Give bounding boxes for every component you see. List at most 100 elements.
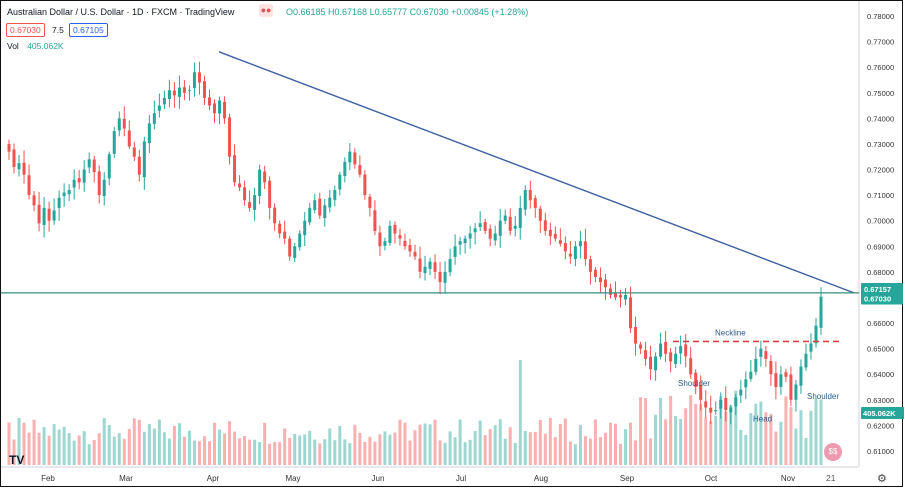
volume-bar: [192, 440, 196, 465]
candle-body: [343, 161, 347, 176]
volume-bar: [654, 414, 658, 465]
volume-bar: [794, 428, 798, 465]
candle-body: [523, 190, 527, 210]
high-price-tag-bg: [861, 283, 903, 296]
volume-bar: [72, 440, 76, 465]
candle-body: [223, 101, 227, 119]
volume-bar: [303, 434, 307, 465]
candle-body: [7, 143, 11, 152]
candle-body: [418, 258, 422, 272]
volume-bar: [799, 410, 803, 465]
tradingview-logo[interactable]: TV: [9, 453, 25, 467]
volume-bar: [388, 434, 392, 465]
candle-body: [759, 348, 763, 357]
candle-body: [729, 407, 733, 413]
volume-bar: [488, 429, 492, 465]
candle-body: [473, 228, 477, 233]
volume-bar: [734, 390, 738, 465]
last-price-tag-bg: [861, 292, 903, 305]
volume-bar: [694, 404, 698, 465]
candle-body: [388, 225, 392, 243]
candle-body: [283, 231, 287, 239]
eye-icon[interactable]: ●●: [259, 4, 273, 17]
candle-body: [488, 228, 492, 239]
candle-body: [608, 288, 612, 295]
candle-body: [553, 233, 557, 239]
volume-bar: [177, 423, 181, 465]
volume-bar: [298, 435, 302, 465]
volume-bar: [639, 397, 643, 465]
volume-bar: [523, 431, 527, 465]
volume-bar: [468, 439, 472, 465]
candle-body: [533, 198, 537, 208]
price-tick-label: 0.70000: [867, 217, 894, 226]
volume-bar: [408, 440, 412, 465]
volume-bar: [503, 438, 507, 465]
left-shoulder-label: Shoulder: [678, 379, 710, 388]
candle-body: [92, 159, 96, 173]
candle-body: [689, 358, 693, 375]
volume-tag: 405.062K: [863, 409, 896, 418]
volume-bar: [819, 399, 823, 465]
candle-body: [508, 216, 512, 231]
volume-bar: [182, 436, 186, 465]
price-tick-label: 0.61000: [867, 447, 894, 456]
candle-body: [433, 262, 437, 272]
volume-bar: [458, 419, 462, 465]
volume-bar: [7, 422, 11, 465]
volume-bar: [258, 442, 262, 465]
volume-bar: [52, 424, 56, 465]
candle-body: [132, 147, 136, 157]
volume-bar: [17, 417, 21, 465]
volume-bar: [593, 419, 597, 465]
volume-bar: [37, 432, 41, 465]
high-price-tag: 0.67157: [864, 285, 891, 294]
volume-bar: [674, 416, 678, 465]
ask-box[interactable]: 0.67105: [69, 23, 108, 37]
settings-gear-icon[interactable]: ⚙: [877, 473, 887, 485]
volume-bar: [313, 439, 317, 465]
candle-body: [207, 97, 211, 106]
candle-body: [784, 372, 788, 377]
candle-body: [278, 223, 282, 234]
candle-body: [67, 190, 71, 195]
symbol-title: Australian Dollar / U.S. Dollar · 1D · F…: [7, 7, 235, 17]
volume-bar: [553, 437, 557, 465]
candle-body: [37, 204, 41, 224]
candle-body: [598, 277, 602, 283]
candle-body: [463, 238, 467, 244]
candle-body: [368, 196, 372, 208]
candle-body: [52, 210, 56, 221]
volume-bar: [418, 424, 422, 465]
volume-bar: [378, 434, 382, 465]
candle-body: [719, 399, 723, 409]
bid-box[interactable]: 0.67030: [6, 23, 45, 37]
volume-bar: [82, 431, 86, 465]
candle-body: [443, 271, 447, 283]
economic-events-icon[interactable]: $$: [824, 443, 842, 461]
candle-body: [448, 259, 452, 273]
candle-body: [177, 87, 181, 97]
candle-body: [568, 253, 572, 257]
candle-body: [423, 266, 427, 274]
candle-body: [503, 215, 507, 221]
candle-body: [197, 72, 201, 83]
candle-body: [659, 343, 663, 357]
volume-bar: [789, 407, 793, 465]
candle-body: [724, 397, 728, 411]
volume-bar: [804, 438, 808, 465]
volume-bar: [27, 432, 31, 465]
volume-bar: [97, 433, 101, 465]
candle-body: [789, 374, 793, 400]
volume-bar: [343, 439, 347, 465]
volume-bar: [102, 418, 106, 465]
candle-body: [22, 162, 26, 175]
candle-body: [428, 261, 432, 269]
volume-bar: [764, 412, 768, 465]
volume-bar: [187, 430, 191, 465]
candle-body: [42, 207, 46, 225]
candle-body: [348, 151, 352, 163]
candle-body: [563, 243, 567, 252]
